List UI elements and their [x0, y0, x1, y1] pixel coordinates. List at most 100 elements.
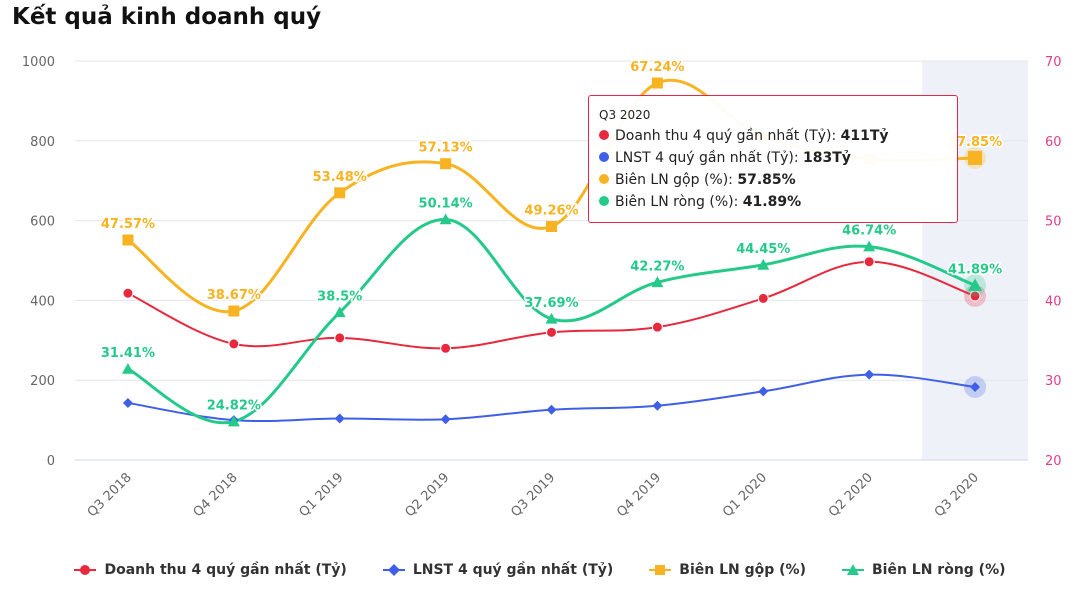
legend-label: Doanh thu 4 quý gần nhất (Tỷ) — [104, 562, 347, 578]
tooltip-row-revenue: Doanh thu 4 quý gần nhất (Tỷ): 411Tỷ — [599, 125, 947, 147]
data-label: 38.67% — [207, 288, 261, 303]
data-point-diamond[interactable] — [652, 400, 663, 411]
data-point-diamond[interactable] — [970, 381, 981, 392]
data-label: 53.48% — [313, 170, 367, 185]
tooltip-value: 183Tỷ — [803, 150, 851, 166]
legend-label: Biên LN gộp (%) — [679, 562, 806, 578]
diamond-marker-icon — [382, 563, 405, 577]
square-marker-icon — [649, 563, 672, 577]
data-point-circle[interactable] — [228, 338, 240, 350]
legend: Doanh thu 4 quý gần nhất (Tỷ) LNST 4 quý… — [0, 558, 1080, 582]
legend-item-gross-margin[interactable]: Biên LN gộp (%) — [649, 558, 806, 582]
data-point-triangle[interactable] — [121, 362, 134, 374]
data-point-triangle[interactable] — [651, 276, 664, 288]
y-right-tick-label: 50 — [1045, 215, 1062, 230]
data-point-diamond[interactable] — [864, 369, 875, 380]
x-tick-label: Q4 2018 — [191, 470, 241, 520]
data-label: 44.45% — [736, 242, 790, 257]
data-point-circle[interactable] — [546, 326, 557, 338]
x-tick-label: Q2 2020 — [826, 470, 876, 520]
data-label: 24.82% — [207, 399, 261, 414]
data-point-square[interactable] — [228, 305, 240, 317]
y-left-tick-label: 600 — [30, 215, 55, 230]
y-right-tick-label: 40 — [1045, 294, 1062, 309]
legend-item-net-margin[interactable]: Biên LN ròng (%) — [841, 558, 1006, 582]
x-tick-label: Q4 2019 — [614, 470, 664, 520]
tooltip-header: Q3 2020 — [599, 108, 651, 122]
profit-dot-icon — [599, 152, 609, 162]
y-right-tick-label: 70 — [1045, 55, 1062, 70]
data-point-square[interactable] — [122, 234, 134, 246]
data-point-circle[interactable] — [969, 290, 981, 302]
tooltip-label: LNST 4 quý gần nhất (Tỷ): — [615, 150, 803, 166]
tooltip-row-net-margin: Biên LN ròng (%): 41.89% — [599, 191, 947, 213]
data-point-square[interactable] — [334, 187, 346, 199]
tooltip-label: Biên LN gộp (%): — [615, 172, 738, 188]
data-point-triangle[interactable] — [439, 213, 452, 225]
data-label: 47.57% — [101, 217, 155, 232]
y-left-tick-label: 1000 — [22, 55, 55, 70]
data-label: 46.74% — [842, 224, 896, 239]
gross-margin-dot-icon — [599, 174, 609, 184]
y-left-tick-label: 200 — [30, 374, 55, 389]
tooltip: Q3 2020 Doanh thu 4 quý gần nhất (Tỷ): 4… — [588, 95, 958, 223]
chart-title: Kết quả kinh doanh quý — [12, 4, 322, 30]
data-point-circle[interactable] — [122, 287, 134, 299]
data-label: 57.13% — [419, 141, 473, 156]
data-label: 50.14% — [419, 196, 473, 211]
data-label: 31.41% — [101, 346, 155, 361]
legend-item-revenue[interactable]: Doanh thu 4 quý gần nhất (Tỷ) — [74, 558, 347, 582]
y-left-tick-label: 800 — [30, 135, 55, 150]
data-point-triangle[interactable] — [545, 312, 558, 324]
tooltip-label: Doanh thu 4 quý gần nhất (Tỷ): — [615, 128, 841, 144]
data-point-circle[interactable] — [863, 256, 875, 268]
data-point-triangle[interactable] — [968, 278, 983, 291]
data-point-triangle[interactable] — [227, 415, 240, 427]
data-label: 38.5% — [317, 289, 362, 304]
revenue-dot-icon — [599, 130, 609, 140]
x-tick-label: Q1 2019 — [297, 470, 347, 520]
x-tick-label: Q3 2019 — [508, 470, 558, 520]
x-tick-label: Q3 2020 — [932, 470, 982, 520]
data-label: 41.89% — [948, 262, 1002, 277]
data-point-circle[interactable] — [334, 332, 346, 344]
data-label: 42.27% — [630, 259, 684, 274]
data-point-diamond[interactable] — [334, 413, 345, 424]
data-label: 57.85% — [948, 135, 1002, 150]
y-right-tick-label: 20 — [1045, 454, 1062, 469]
data-point-square[interactable] — [440, 158, 452, 170]
x-tick-label: Q3 2018 — [85, 470, 135, 520]
y-right-tick-label: 30 — [1045, 374, 1062, 389]
data-label: 49.26% — [524, 204, 578, 219]
legend-item-profit[interactable]: LNST 4 quý gần nhất (Tỷ) — [382, 558, 614, 582]
legend-label: Biên LN ròng (%) — [871, 562, 1006, 578]
tooltip-value: 57.85% — [737, 172, 796, 188]
net-margin-dot-icon — [599, 196, 609, 206]
data-point-square[interactable] — [968, 150, 983, 165]
data-point-triangle[interactable] — [863, 240, 876, 252]
data-point-diamond[interactable] — [758, 386, 769, 397]
legend-label: LNST 4 quý gần nhất (Tỷ) — [412, 562, 614, 578]
data-point-circle[interactable] — [651, 321, 663, 333]
tooltip-row-profit: LNST 4 quý gần nhất (Tỷ): 183Tỷ — [599, 147, 947, 169]
data-point-circle[interactable] — [440, 342, 452, 354]
tooltip-row-gross-margin: Biên LN gộp (%): 57.85% — [599, 169, 947, 191]
x-tick-label: Q2 2019 — [402, 470, 452, 520]
data-point-circle[interactable] — [757, 292, 769, 304]
tooltip-value: 411Tỷ — [840, 128, 889, 144]
data-point-square[interactable] — [546, 221, 557, 233]
data-point-square[interactable] — [651, 77, 663, 89]
y-left-tick-label: 400 — [30, 294, 55, 309]
data-point-triangle[interactable] — [333, 306, 346, 318]
series-line — [127, 217, 976, 425]
triangle-marker-icon — [841, 563, 864, 577]
data-label: 37.69% — [524, 296, 578, 311]
data-point-diamond[interactable] — [122, 397, 133, 408]
circle-marker-icon — [74, 563, 97, 577]
data-point-diamond[interactable] — [546, 404, 557, 415]
data-point-triangle[interactable] — [757, 258, 770, 270]
y-left-tick-label: 0 — [47, 454, 55, 469]
tooltip-label: Biên LN ròng (%): — [615, 194, 743, 210]
data-point-diamond[interactable] — [440, 414, 451, 425]
